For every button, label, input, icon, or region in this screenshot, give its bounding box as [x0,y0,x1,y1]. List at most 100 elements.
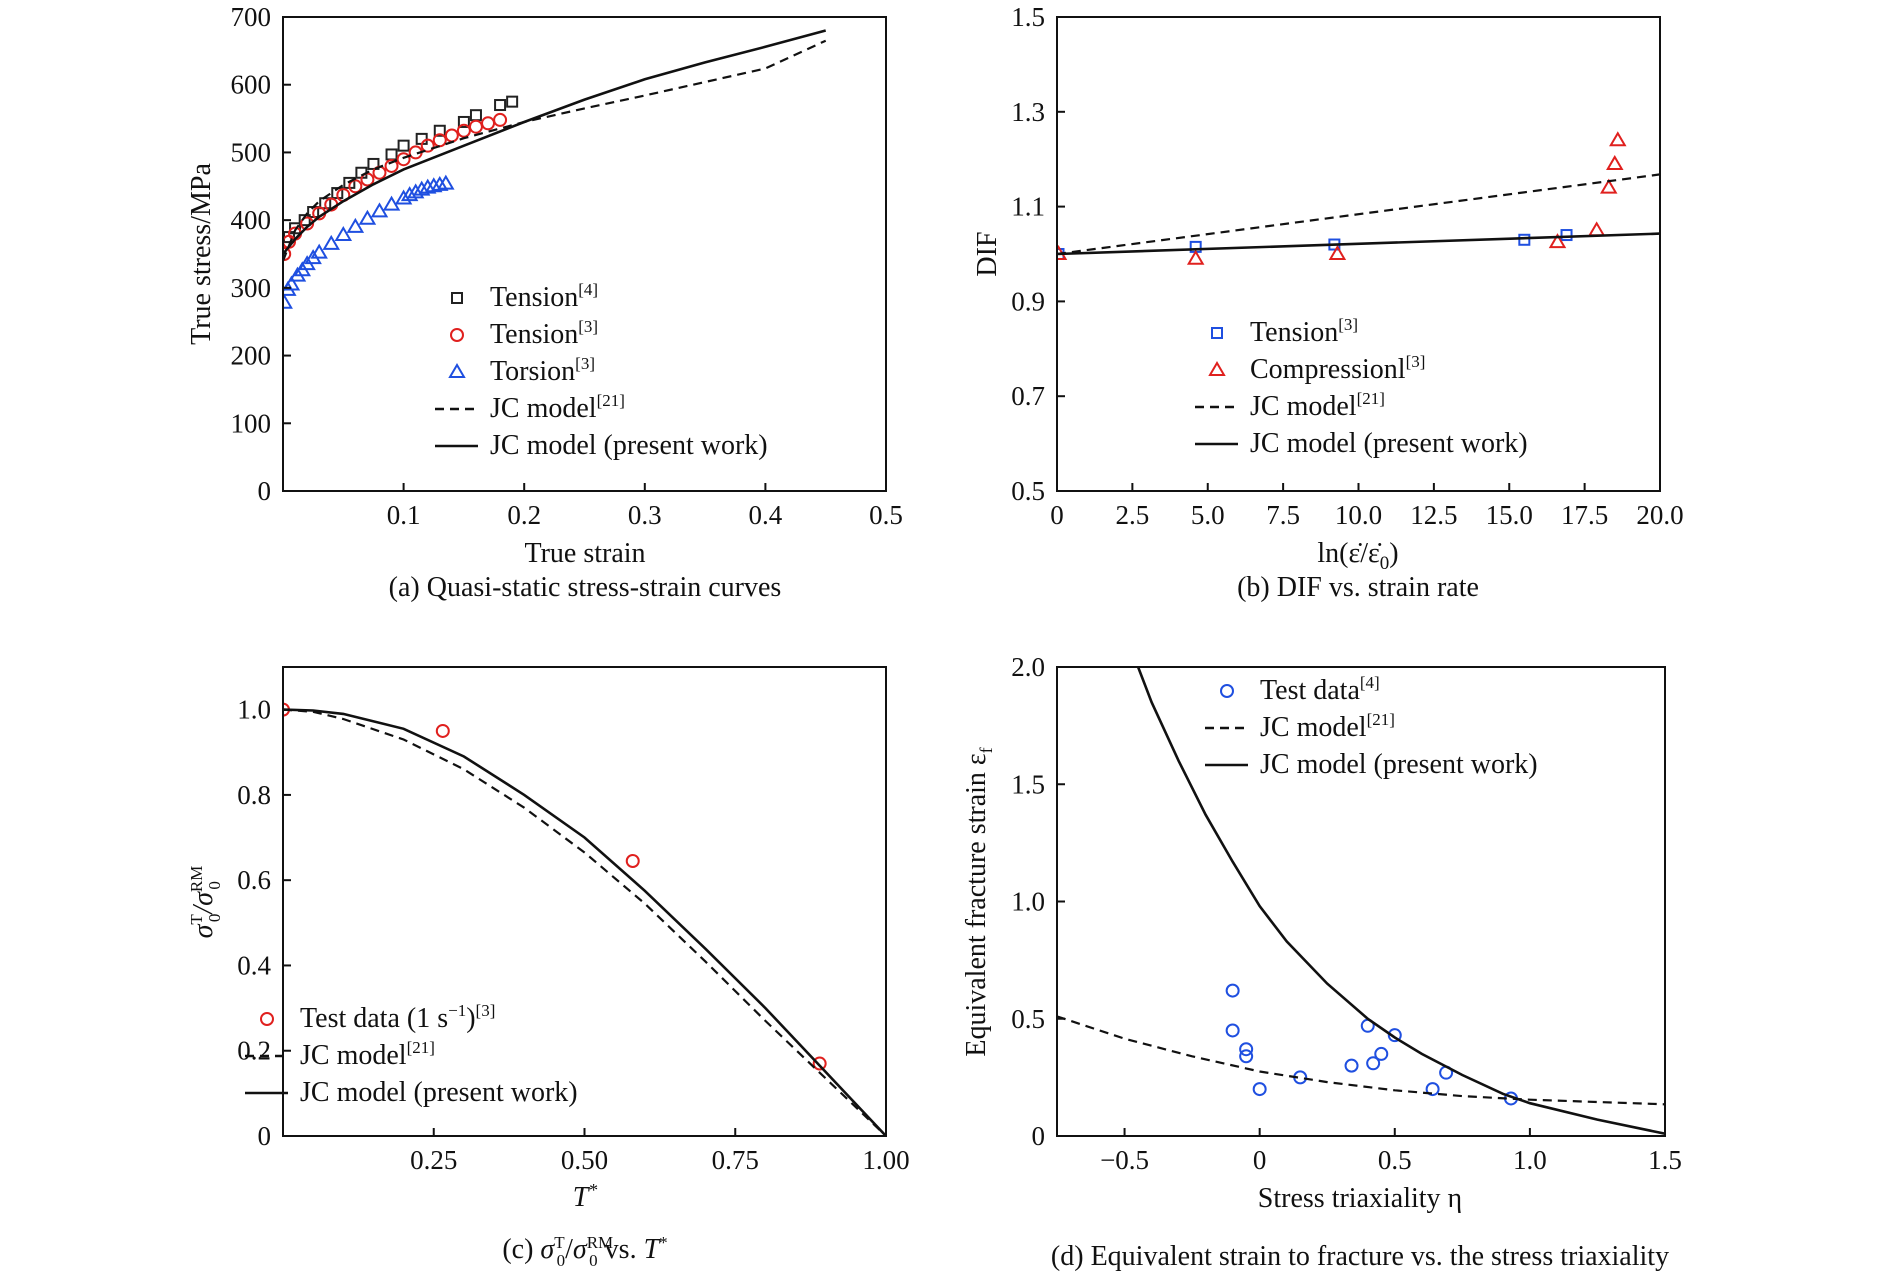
panel-a-triangle-point [394,189,413,205]
panel-c-circle-point [625,853,640,868]
panel-a-triangle-point [382,195,401,211]
panel-d-y-tick-label: 0.5 [1011,1004,1045,1034]
panel-a-legend-entry: Tension[3] [450,317,598,350]
panel-a-triangle-point [431,175,449,191]
panel-b-legend-entry: Tension[3] [1211,315,1358,348]
panel-d-legend-entry: JC model[21] [1205,710,1395,743]
panel-a-legend-entry: JC model (present work) [435,430,768,461]
panel-d-chart: −0.5 0 0.5 1.0 1.5 0 0.5 1.0 1.5 2.0 Stress triax… [961,652,1682,1272]
panel-a-legend-label: Torsion[3] [490,354,595,387]
panel-a-circle-point [348,179,363,194]
panel-a-legend-entry: JC model[21] [435,391,625,424]
panel-b-y-tick-label: 1.3 [1011,97,1045,127]
panel-d-circle-point [1239,1049,1254,1064]
panel-b-triangle-point [1600,178,1618,194]
panel-b-x-tick-label: 0 [1050,500,1064,530]
panel-d-legend-label: Test data[4] [1260,673,1380,706]
panel-a-square-point [494,99,507,112]
panel-b-dashed-curve [1057,173,1660,256]
panel-c-y-axis-label: σT0/σRM0 [187,866,224,939]
panel-a-dashed-curve [283,39,827,262]
panel-c-caption: (c) σT 0/σRM 0 vs. T* [502,1233,667,1270]
panel-b-y-tick-label: 1.5 [1011,2,1045,32]
panel-d-solid-curve [1136,667,1665,1135]
panel-b-y-tick-label: 0.9 [1011,286,1045,316]
panel-d-y-tick-label: 2.0 [1011,652,1045,682]
panel-a-x-axis-label: True strain [524,538,645,569]
panel-a-y-tick-label: 0 [258,476,272,506]
panel-a-chart: 0.1 0.2 0.3 0.4 0.5 0 100 200 300 400 500 600 700 Tr… [186,2,903,603]
panel-a-y-tick-label: 400 [231,205,272,235]
panel-a-y-axis-label: True stress/MPa [186,163,217,345]
panel-c-legend-label: Test data (1 s−1)[3] [300,1001,495,1034]
panel-d-circle-point [1252,1082,1267,1097]
panel-b-solid-curve [1057,232,1660,256]
panel-a-circle-point [468,119,483,134]
panel-d-circle-point [1344,1058,1359,1073]
panel-d-y-tick-label: 1.0 [1011,887,1045,917]
panel-c-legend-marker [260,1012,274,1026]
panel-a-circle-point [444,128,459,143]
panel-d-legend-label: JC model (present work) [1260,749,1538,780]
panel-a-triangle-point [418,178,437,194]
panel-b-chart: 0 2.5 5.0 7.5 10.0 12.5 15.0 17.5 20.0 0.5 0.7 0.9 1… [972,2,1684,603]
panel-d-x-axis-label: Stress triaxiality η [1258,1183,1462,1214]
panel-b-x-tick-label: 7.5 [1266,500,1300,530]
panel-c-y-tick-label: 0 [258,1121,272,1151]
panel-b-legend-label: JC model (present work) [1250,428,1528,459]
panel-b-legend-entry: JC model (present work) [1195,428,1528,459]
panel-a-x-tick-label: 0.4 [749,500,783,530]
panel-b-x-tick-label: 15.0 [1486,500,1533,530]
panel-a-triangle-point [322,234,340,250]
panel-a-y-tick-label: 700 [231,2,272,32]
panel-b-caption: (b) DIF vs. strain rate [1237,572,1479,603]
panel-a-legend-entry: Torsion[3] [448,354,595,387]
panel-a-legend-label: Tension[4] [490,280,598,313]
panel-a-solid-curve [283,29,827,255]
panel-a-legend-label: Tension[3] [490,317,598,350]
panel-a-legend-entry: Tension[4] [451,280,598,313]
panel-b-triangle-point [1548,233,1567,249]
panel-b-x-tick-label: 17.5 [1561,500,1608,530]
panel-b-legend-marker [1208,361,1226,376]
panel-b-triangle-point [1587,221,1606,237]
panel-b-x-tick-label: 2.5 [1116,500,1150,530]
panel-c-legend-entry: Test data (1 s−1)[3] [260,1001,495,1034]
panel-a-x-tick-label: 0.2 [507,500,541,530]
panel-c-y-tick-label: 0.8 [237,780,271,810]
panel-a-y-tick-label: 200 [231,341,272,371]
panel-a-legend-marker [448,363,466,378]
panel-b-y-tick-label: 0.5 [1011,476,1045,506]
panel-a-y-tick-label: 500 [231,137,272,167]
panel-b-y-axis-label: DIF [972,231,1003,276]
panel-c-x-axis-label: T* [573,1180,598,1213]
panel-b-x-tick-label: 12.5 [1410,500,1457,530]
panel-a-circle-point [456,123,471,138]
panel-a-square-point [397,139,410,152]
panel-c-legend-label: JC model[21] [300,1038,435,1071]
panel-d-circle-point [1225,1023,1240,1038]
panel-c-x-tick-label: 1.00 [862,1145,909,1175]
panel-a-square-point [433,124,446,137]
panel-b-legend-entry: JC model[21] [1195,389,1385,422]
panel-a-circle-point [384,158,399,173]
panel-b-legend-entry: Compressionl[3] [1208,352,1425,385]
panel-a-plot-frame [282,16,887,492]
panel-a-square-point [385,148,398,161]
panel-a-triangle-point [412,180,431,196]
panel-d-legend-label: JC model[21] [1260,710,1395,743]
panel-c-y-tick-label: 0.6 [237,865,271,895]
panel-d-x-tick-label: 0.5 [1378,1145,1412,1175]
panel-c-y-tick-label: 1.0 [237,695,271,725]
panel-c-circle-point [435,723,450,738]
panel-b-legend-label: Tension[3] [1250,315,1358,348]
panel-b-x-tick-label: 20.0 [1636,500,1683,530]
panel-b-x-axis-label: ln(ε̇/ε̇0) [1317,538,1398,574]
panel-d-circle-point [1374,1046,1389,1061]
panel-c-y-tick-label: 0.4 [237,950,271,980]
panel-d-x-tick-label: 1.5 [1648,1145,1682,1175]
panel-d-dashed-curve [1057,1015,1665,1106]
panel-b-legend-marker [1211,327,1223,339]
panel-b-triangle-point [1328,245,1347,260]
